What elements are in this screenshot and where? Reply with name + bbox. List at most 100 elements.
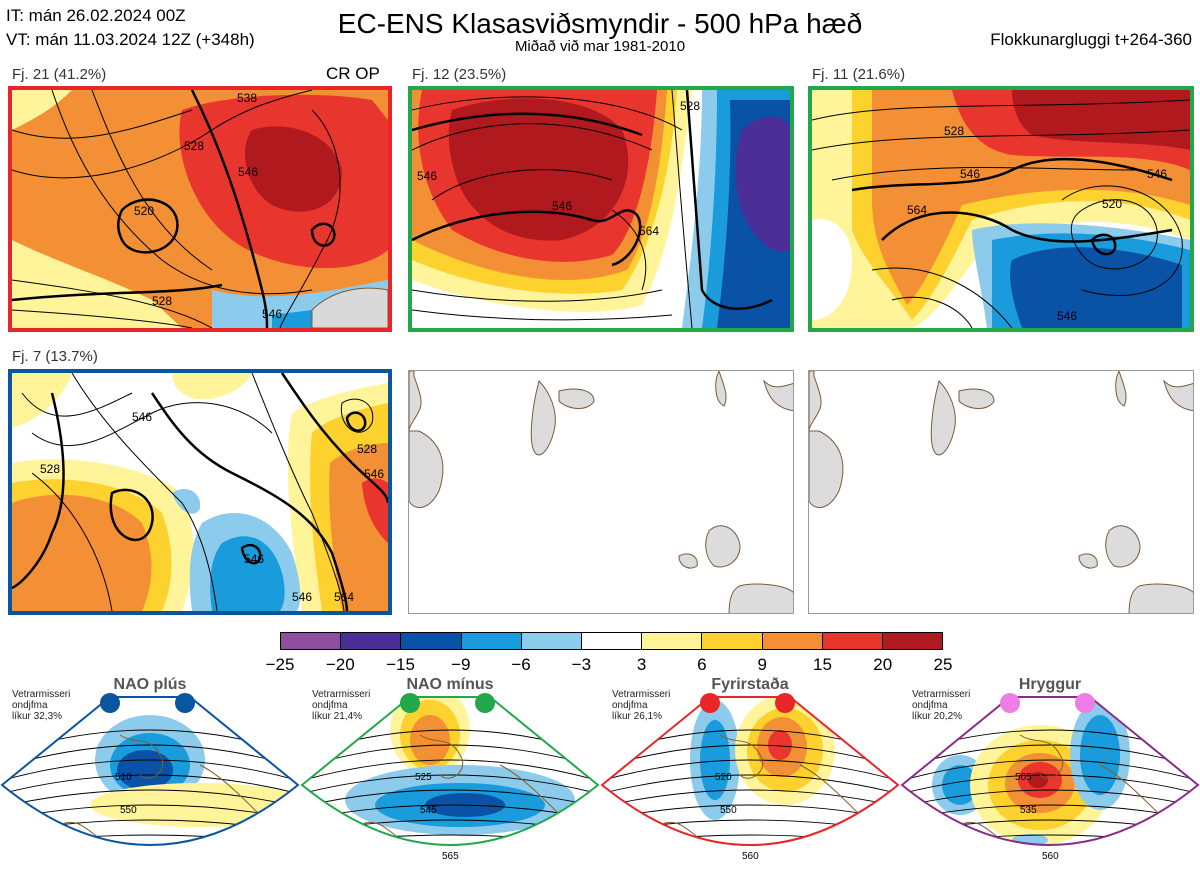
classification-window: Flokkunargluggi t+264-360 xyxy=(990,30,1192,49)
contour-label: 564 xyxy=(334,590,354,604)
contour-label: 528 xyxy=(40,462,60,476)
color-scale-swatch xyxy=(702,633,763,649)
contour-label: 560 xyxy=(1042,851,1059,862)
cluster-map-21: 520 528 528 546 546 538 xyxy=(8,86,392,332)
regime-title: Hryggur xyxy=(1018,676,1082,693)
cluster-label-7: Fj. 7 (13.7%) xyxy=(12,348,98,365)
color-scale-tick-label: −3 xyxy=(571,655,592,674)
regime-map: 510 550 NAO plús Vetrarmisseri ondjfma líkur … xyxy=(0,675,300,871)
valid-time: VT: mán 11.03.2024 12Z (+348h) xyxy=(6,30,255,49)
anomaly-shading xyxy=(768,730,792,760)
color-scale-swatch xyxy=(581,633,643,649)
color-scale-tick-label: −25 xyxy=(265,655,295,674)
regime-marker-dot xyxy=(700,693,720,713)
cluster-crop-label: CR OP xyxy=(326,64,380,83)
height-contour xyxy=(902,744,1198,769)
regime-map: 520 550 560 Fyrirstaða Vetrarmisseri ondjfma l… xyxy=(600,675,900,871)
regime-frame xyxy=(600,696,900,846)
cluster-label-11: Fj. 11 (21.6%) xyxy=(812,66,906,83)
contour-label: 546 xyxy=(1057,309,1077,323)
contour-label: 546 xyxy=(238,165,258,179)
regime-map: 525 545 565 NAO mínus Vetrarmisseri ondjfma lí… xyxy=(300,675,600,871)
contour-label: 520 xyxy=(134,204,154,218)
height-contour xyxy=(2,744,298,769)
color-scale-tick-label: 6 xyxy=(697,655,707,674)
contour-label: 546 xyxy=(132,410,152,424)
anomaly-shading xyxy=(1080,715,1120,795)
color-scale-tick-label: 25 xyxy=(933,655,953,674)
contour-label: 546 xyxy=(244,552,264,566)
height-contour xyxy=(302,744,598,769)
color-scale-swatch xyxy=(401,633,462,649)
color-scale-tick-label: −15 xyxy=(386,655,415,674)
contour-label: 528 xyxy=(680,99,700,113)
empty-map-panel xyxy=(808,370,1194,614)
regime-note: Vetrarmisseri ondjfma líkur 26,1% xyxy=(612,689,671,722)
anomaly-shading xyxy=(1028,772,1048,788)
contour-label: 545 xyxy=(420,805,437,816)
height-contour xyxy=(902,789,1198,808)
contour-label: 546 xyxy=(1147,167,1167,181)
color-scale-tick-label: −20 xyxy=(325,655,355,674)
contour-label: 560 xyxy=(742,851,759,862)
contour-label: 564 xyxy=(639,224,659,238)
height-contour xyxy=(302,774,598,795)
height-contour xyxy=(602,744,898,769)
contour-label: 546 xyxy=(292,590,312,604)
regime-marker-dot xyxy=(475,693,495,713)
contour-label: 550 xyxy=(120,805,137,816)
contour-label: 520 xyxy=(1102,197,1122,211)
regime-note: Vetrarmisseri ondjfma líkur 32,3% xyxy=(12,689,71,722)
regime-marker-dot xyxy=(100,693,120,713)
color-scale-tick-label: 9 xyxy=(757,655,767,674)
regime-frame xyxy=(900,696,1200,846)
contour-label: 535 xyxy=(1020,805,1037,816)
height-contour xyxy=(302,789,598,808)
color-scale-swatch xyxy=(341,633,402,649)
anomaly-shading xyxy=(410,715,450,765)
contour-label: 564 xyxy=(907,203,927,217)
regime-marker-dot xyxy=(400,693,420,713)
regime-title: NAO plús xyxy=(113,676,187,693)
anomaly-shading xyxy=(117,750,173,790)
cluster-label-12: Fj. 12 (23.5%) xyxy=(412,66,507,83)
color-scale-swatch xyxy=(882,633,943,649)
regime-marker-dot xyxy=(1075,693,1095,713)
height-contour xyxy=(602,774,898,795)
color-scale-swatch xyxy=(762,633,823,649)
contour-label: 538 xyxy=(237,91,257,105)
regime-note: Vetrarmisseri ondjfma líkur 21,4% xyxy=(312,689,371,722)
regime-marker-dot xyxy=(775,693,795,713)
height-contour xyxy=(902,774,1198,795)
contour-label: 525 xyxy=(415,772,432,783)
regime-title: NAO mínus xyxy=(406,676,494,693)
height-contour xyxy=(602,789,898,808)
regime-note: Vetrarmisseri ondjfma líkur 20,2% xyxy=(912,689,971,722)
color-scale-tick-label: 3 xyxy=(636,655,647,674)
color-scale-tick-label: −6 xyxy=(511,655,531,674)
page-subtitle: Miðað við mar 1981-2010 xyxy=(514,38,686,55)
regime-frame xyxy=(300,696,600,846)
regime-marker-dot xyxy=(175,693,195,713)
header-info: IT: mán 26.02.2024 00Z VT: mán 11.03.202… xyxy=(6,4,255,52)
cluster-map-11: 528 546 564 520 546 546 xyxy=(808,86,1194,332)
color-scale-swatch xyxy=(521,633,582,649)
color-scale-tick-label: −9 xyxy=(451,655,471,674)
color-scale-tick-label: 15 xyxy=(812,655,832,674)
height-contour xyxy=(2,774,298,795)
color-scale-tick-label: 20 xyxy=(873,655,893,674)
height-contour xyxy=(2,789,298,808)
contour-label: 528 xyxy=(184,139,204,153)
contour-label: 505 xyxy=(1015,772,1032,783)
page-title: EC-ENS Klasasviðsmyndir - 500 hPa hæð xyxy=(337,8,863,39)
contour-label: 510 xyxy=(115,772,132,783)
init-time: IT: mán 26.02.2024 00Z xyxy=(6,6,186,25)
contour-label: 546 xyxy=(262,307,282,321)
height-contour xyxy=(0,850,300,859)
regime-frame xyxy=(0,696,300,846)
contour-label: 520 xyxy=(715,772,732,783)
contour-label: 546 xyxy=(552,199,572,213)
anomaly-shading xyxy=(700,720,730,800)
contour-label: 546 xyxy=(960,167,980,181)
color-scale-swatch xyxy=(461,633,522,649)
